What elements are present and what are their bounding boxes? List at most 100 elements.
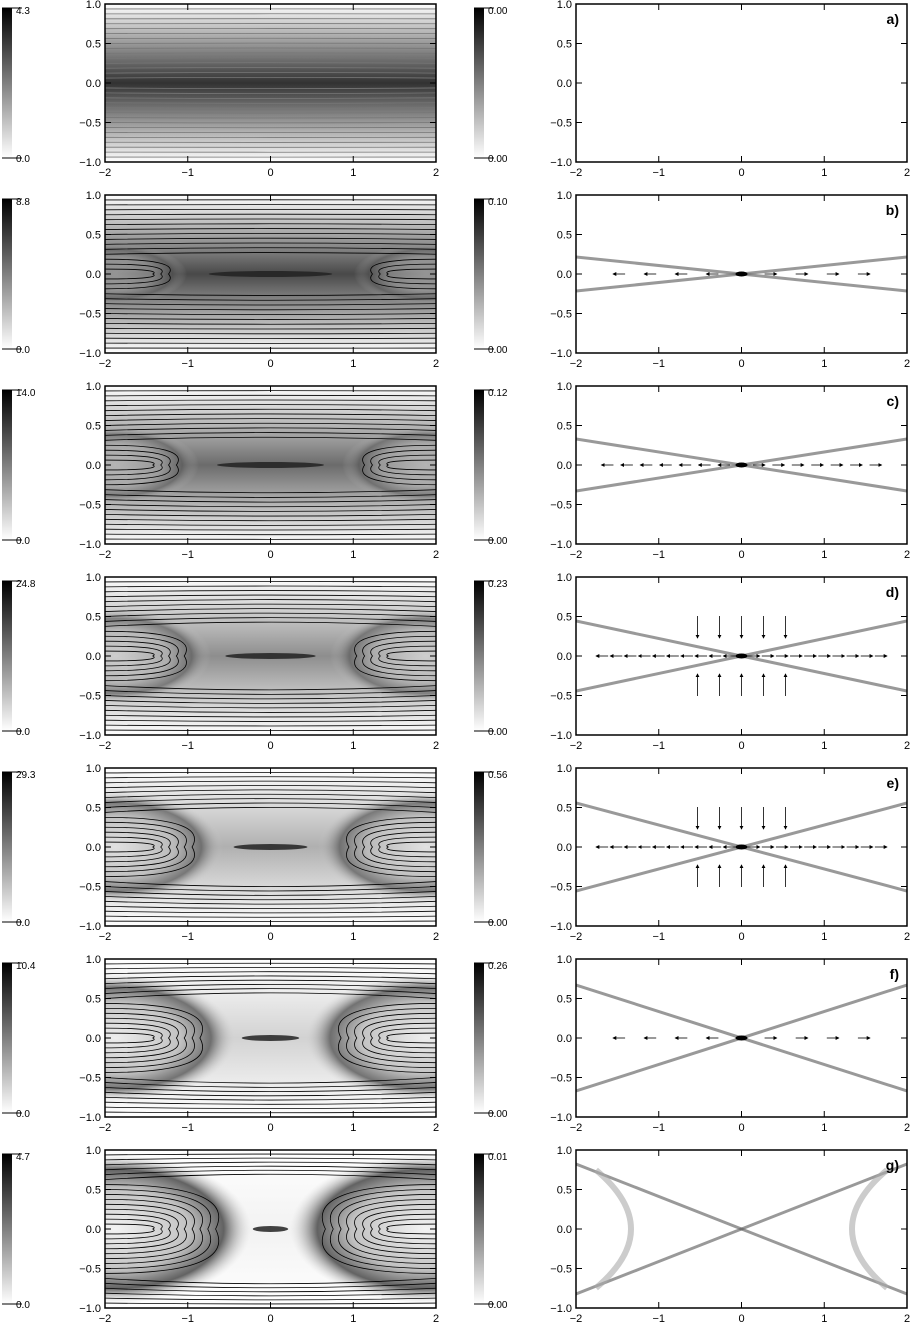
left-colorbar-min: 0.0 bbox=[16, 1300, 30, 1311]
panel-right-row: 1.0 0.5 0.0 −0.5 −1.0−2 −1 0 1 2 0.10 0.00 b) bbox=[474, 190, 910, 370]
right-colorbar-min: 0.00 bbox=[488, 1300, 508, 1311]
x-tick-label: 1 bbox=[350, 549, 356, 561]
panel-right-row: 1.0 0.5 0.0 −0.5 −1.0−2 −1 0 1 2 0.12 0.00 c) bbox=[474, 381, 910, 561]
left-field bbox=[105, 195, 436, 353]
y-tick-label: −0.5 bbox=[550, 882, 572, 894]
panel-left-row: 1.0 0.5 0.0 −0.5 −1.0−2 −1 0 1 2 4.7 0.0 bbox=[2, 1145, 439, 1325]
left-colorbar bbox=[2, 581, 12, 731]
x-tick-label: 2 bbox=[904, 1313, 910, 1325]
x-tick-label: 1 bbox=[350, 358, 356, 370]
left-colorbar-max: 4.7 bbox=[16, 1152, 30, 1163]
y-tick-label: −0.5 bbox=[550, 118, 572, 130]
y-tick-label: 1.0 bbox=[557, 954, 572, 966]
x-tick-label: −2 bbox=[99, 931, 112, 943]
y-tick-label: 0.5 bbox=[557, 803, 572, 815]
x-tick-label: −1 bbox=[181, 931, 194, 943]
x-tick-label: −2 bbox=[99, 1122, 112, 1134]
y-tick-label: 0.0 bbox=[557, 1224, 572, 1236]
panel-label: d) bbox=[886, 584, 899, 600]
x-tick-label: 2 bbox=[433, 931, 439, 943]
x-tick-label: −1 bbox=[652, 358, 665, 370]
x-tick-label: 1 bbox=[821, 1313, 827, 1325]
right-colorbar bbox=[474, 581, 484, 731]
x-tick-label: −2 bbox=[99, 1313, 112, 1325]
x-tick-label: 2 bbox=[433, 1122, 439, 1134]
left-field bbox=[105, 577, 436, 735]
left-colorbar bbox=[2, 1154, 12, 1304]
right-frame bbox=[575, 3, 908, 163]
x-tick-label: −2 bbox=[99, 549, 112, 561]
y-tick-label: 0.5 bbox=[86, 803, 101, 815]
y-tick-label: −0.5 bbox=[79, 118, 101, 130]
x-tick-label: 0 bbox=[267, 740, 273, 752]
left-colorbar-max: 14.0 bbox=[16, 388, 36, 399]
x-tick-label: 2 bbox=[433, 549, 439, 561]
x-tick-label: 1 bbox=[821, 1122, 827, 1134]
x-tick-label: −2 bbox=[99, 167, 112, 179]
left-colorbar-min: 0.0 bbox=[16, 345, 30, 356]
y-tick-label: −1.0 bbox=[550, 157, 572, 169]
y-tick-label: 0.0 bbox=[86, 460, 101, 472]
x-tick-label: −1 bbox=[652, 167, 665, 179]
right-colorbar-min: 0.00 bbox=[488, 536, 508, 547]
right-colorbar-max: 0.26 bbox=[488, 961, 508, 972]
x-tick-label: 0 bbox=[267, 1313, 273, 1325]
left-colorbar bbox=[2, 199, 12, 349]
x-tick-label: 2 bbox=[904, 1122, 910, 1134]
left-colorbar-min: 0.0 bbox=[16, 727, 30, 738]
panel-left-row: 1.0 0.5 0.0 −0.5 −1.0−2 −1 0 1 2 4.3 0.0 bbox=[2, 0, 439, 179]
y-tick-label: 0.0 bbox=[557, 651, 572, 663]
y-tick-label: −0.5 bbox=[79, 500, 101, 512]
panel-left-row: 1.0 0.5 0.0 −0.5 −1.0−2 −1 0 1 2 8.8 0.0 bbox=[2, 190, 439, 370]
y-tick-label: −0.5 bbox=[550, 1264, 572, 1276]
panel-left-row: 1.0 0.5 0.0 −0.5 −1.0−2 −1 0 1 2 29.3 0.0 bbox=[2, 763, 439, 943]
left-colorbar-max: 29.3 bbox=[16, 770, 36, 781]
y-tick-label: 0.5 bbox=[86, 421, 101, 433]
left-field bbox=[105, 959, 436, 1117]
x-tick-label: 0 bbox=[738, 1122, 744, 1134]
right-colorbar bbox=[474, 199, 484, 349]
left-colorbar-min: 0.0 bbox=[16, 918, 30, 929]
y-tick-label: 0.5 bbox=[557, 612, 572, 624]
left-colorbar bbox=[2, 390, 12, 540]
x-tick-label: 2 bbox=[904, 931, 910, 943]
left-colorbar-min: 0.0 bbox=[16, 154, 30, 165]
right-colorbar-max: 0.23 bbox=[488, 579, 508, 590]
y-tick-label: −1.0 bbox=[79, 348, 101, 360]
right-colorbar-max: 0.10 bbox=[488, 197, 508, 208]
x-tick-label: −2 bbox=[570, 358, 583, 370]
y-tick-label: 0.0 bbox=[557, 78, 572, 90]
panel-right-row: 1.0 0.5 0.0 −0.5 −1.0−2 −1 0 1 2 0.56 0.00 e) bbox=[474, 763, 910, 943]
panel-right-row: 1.0 0.5 0.0 −0.5 −1.0−2 −1 0 1 2 0.23 0.00 d) bbox=[474, 572, 910, 752]
y-tick-label: 0.5 bbox=[557, 230, 572, 242]
panel-left-row: 1.0 0.5 0.0 −0.5 −1.0−2 −1 0 1 2 10.4 0.0 bbox=[2, 954, 439, 1134]
panel-label: e) bbox=[887, 775, 899, 791]
y-tick-label: −1.0 bbox=[550, 921, 572, 933]
left-colorbar-max: 8.8 bbox=[16, 197, 30, 208]
y-tick-label: 0.0 bbox=[557, 269, 572, 281]
panel-right-row: 1.0 0.5 0.0 −0.5 −1.0−2 −1 0 1 2 0.00 0.00 a) bbox=[474, 0, 910, 179]
panel-label: b) bbox=[886, 202, 899, 218]
y-tick-label: 0.5 bbox=[557, 994, 572, 1006]
right-colorbar-max: 0.01 bbox=[488, 1152, 508, 1163]
y-tick-label: 1.0 bbox=[86, 0, 101, 11]
x-tick-label: −2 bbox=[99, 740, 112, 752]
y-tick-label: 1.0 bbox=[86, 190, 101, 202]
panel-right-row: 1.0 0.5 0.0 −0.5 −1.0−2 −1 0 1 2 0.01 0.00 g) bbox=[474, 1145, 910, 1325]
x-tick-label: 1 bbox=[350, 1122, 356, 1134]
panel-label: g) bbox=[886, 1157, 899, 1173]
right-colorbar-min: 0.00 bbox=[488, 727, 508, 738]
x-tick-label: 2 bbox=[433, 1313, 439, 1325]
x-tick-label: 0 bbox=[267, 549, 273, 561]
y-tick-label: −1.0 bbox=[550, 1303, 572, 1315]
left-colorbar-min: 0.0 bbox=[16, 1109, 30, 1120]
y-tick-label: 1.0 bbox=[86, 954, 101, 966]
x-tick-label: −1 bbox=[181, 549, 194, 561]
x-tick-label: 1 bbox=[350, 1313, 356, 1325]
x-tick-label: 0 bbox=[267, 358, 273, 370]
x-tick-label: 1 bbox=[350, 167, 356, 179]
x-tick-label: −1 bbox=[181, 740, 194, 752]
right-colorbar bbox=[474, 8, 484, 158]
y-tick-label: −0.5 bbox=[79, 1073, 101, 1085]
